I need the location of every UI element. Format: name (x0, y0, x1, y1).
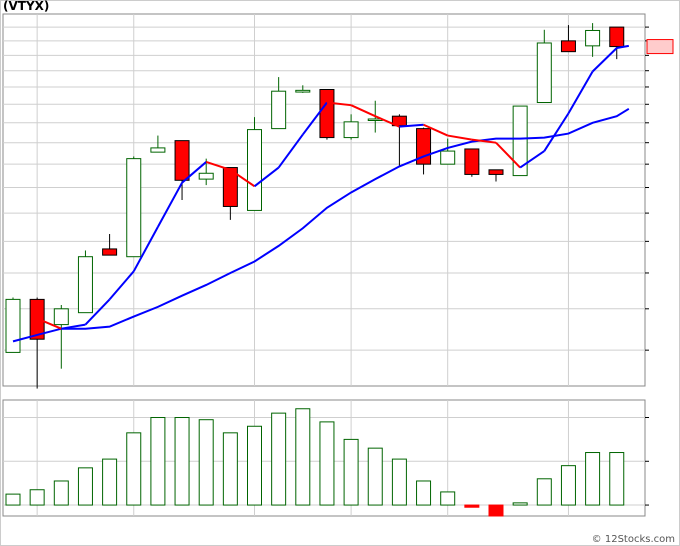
candle-up (150, 147, 166, 153)
macd-bar (126, 432, 142, 506)
candle-down (319, 88, 335, 139)
macd-bar (512, 502, 528, 506)
ma3-line-segment (423, 123, 449, 137)
macd-bar (271, 412, 287, 506)
candle-down (174, 140, 190, 181)
ma3-line-segment (157, 182, 183, 228)
ma3-line-segment (61, 323, 86, 330)
candle-up (440, 150, 456, 165)
candle-up (5, 298, 21, 353)
macd-bar (536, 478, 552, 506)
candle-down (609, 26, 625, 48)
ma3-line-segment (229, 168, 256, 188)
candle-up (271, 90, 287, 130)
macd-bar (440, 491, 456, 506)
candle-up (247, 129, 262, 211)
watermark: © 12Stocks.com (592, 534, 675, 545)
macd-bar (5, 493, 21, 506)
ma3-line-segment (132, 226, 159, 272)
macd-bar (222, 432, 238, 506)
ma3-line-segment (374, 115, 400, 128)
ma3-line-segment (253, 166, 280, 188)
candle-down (560, 40, 576, 53)
macd-bar (585, 452, 601, 506)
ma3-line-segment (495, 141, 521, 169)
candle-up (77, 256, 93, 314)
macd-bar (102, 458, 118, 506)
ma3-line-segment (591, 47, 618, 73)
macd-bar (343, 438, 359, 506)
candle-down (102, 248, 118, 256)
ma3-line-segment (471, 138, 497, 144)
macd-bar (609, 452, 625, 506)
candle-up (295, 89, 311, 93)
macd-bar (29, 489, 45, 506)
ma3-line-segment (277, 133, 304, 169)
macd-bar (247, 425, 262, 506)
ma3-line-segment (181, 161, 207, 184)
ma3-line-segment (447, 134, 473, 141)
ma3-line-segment (350, 104, 376, 118)
candle-down (464, 148, 480, 175)
chart-title: (VTYX) (3, 0, 49, 13)
ma3-line-segment (326, 101, 352, 107)
macd-bar (150, 417, 166, 506)
candle-up (126, 158, 142, 258)
candle-up (536, 42, 552, 104)
ma13-line (12, 107, 630, 343)
macd-bar (464, 504, 480, 508)
ma3-line-segment (543, 112, 570, 152)
candle-up (512, 105, 528, 177)
candle-up (343, 121, 359, 139)
macd-bar (416, 480, 432, 506)
macd-bar (174, 417, 190, 506)
ma3-line-segment (84, 298, 111, 326)
ma3-line-segment (108, 270, 135, 301)
macd-bar (367, 447, 383, 506)
ma3-line-segment (205, 160, 231, 171)
last-price-box (646, 39, 674, 55)
macd-bar (319, 421, 335, 506)
macd-panel (2, 399, 649, 517)
candle-down (222, 167, 238, 207)
macd-bar (77, 467, 93, 506)
price-panel (2, 13, 674, 389)
ma3-line-segment (567, 70, 594, 114)
macd-bar (560, 465, 576, 506)
macd-bar (53, 480, 69, 506)
ma3-line-segment (36, 317, 62, 330)
ma3-line-segment (519, 150, 545, 169)
ma3-line-segment (399, 123, 424, 128)
ma3-line-segment (616, 44, 630, 49)
macd-bar (198, 419, 214, 506)
macd-bar (295, 408, 311, 506)
candle-down (488, 169, 504, 175)
candle-up (198, 172, 214, 180)
ma3-line-segment (302, 101, 328, 136)
macd-bar (488, 504, 504, 517)
candle-up (53, 308, 69, 326)
macd-bar (391, 458, 407, 506)
candle-up (585, 29, 601, 47)
